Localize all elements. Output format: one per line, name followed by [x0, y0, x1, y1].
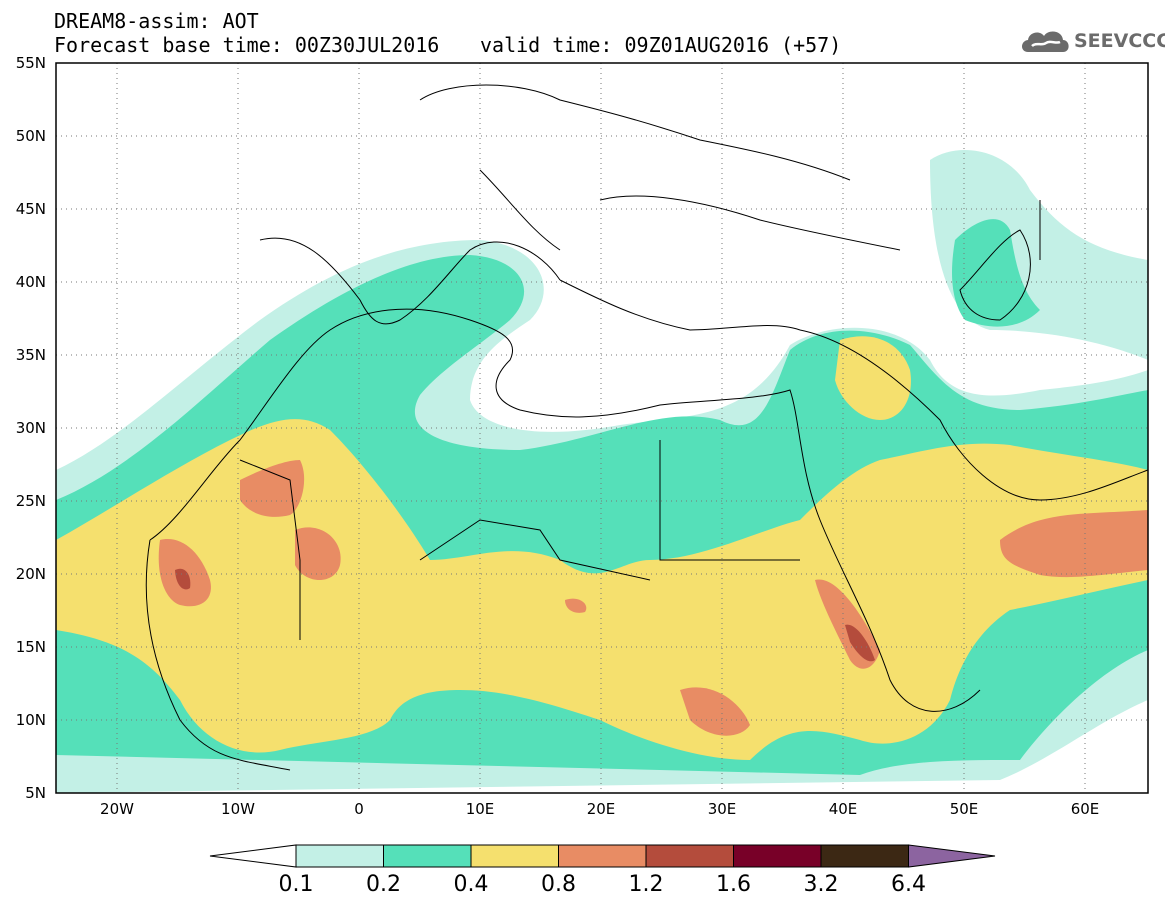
aot-contour-0.4 [56, 419, 1148, 760]
lon-label: 40E [828, 800, 858, 818]
lat-label: 45N [15, 200, 46, 218]
aot-contour-0.8-g [565, 598, 587, 613]
cloud-icon [1022, 31, 1069, 52]
lon-label: 20E [586, 800, 616, 818]
lon-label: 0 [354, 800, 364, 818]
colorbar-label: 0.8 [541, 872, 576, 897]
lat-label: 30N [15, 419, 46, 437]
colorbar-swatch [733, 844, 822, 868]
lat-label: 50N [15, 127, 46, 145]
colorbar-swatch [645, 844, 734, 868]
aot-contour-0.2-caspian [952, 219, 1040, 327]
colorbar-label: 0.1 [278, 872, 314, 897]
lat-label: 40N [15, 273, 46, 291]
colorbar-swatch [558, 844, 647, 868]
colorbar-low-arrow [209, 844, 297, 868]
title-model: DREAM8-assim: AOT [54, 9, 259, 33]
coastlines [145, 84, 1148, 771]
lat-label: 10N [15, 711, 46, 729]
colorbar [209, 844, 996, 868]
lon-label: 50E [949, 800, 979, 818]
aot-contour-0.8-c [295, 527, 341, 580]
colorbar-label: 1.6 [716, 872, 751, 897]
title-valid-time: valid time: 09Z01AUG2016 (+57) [480, 33, 842, 57]
colorbar-swatch [820, 844, 909, 868]
colorbar-high-arrow [908, 844, 996, 868]
lat-label: 55N [15, 54, 46, 72]
title-base-time: Forecast base time: 00Z30JUL2016 [54, 33, 440, 57]
colorbar-label: 0.4 [453, 872, 489, 897]
colorbar-label: 6.4 [891, 872, 926, 897]
lon-label: 10W [221, 800, 255, 818]
lon-label: 30E [707, 800, 737, 818]
colorbar-label: 1.2 [628, 872, 664, 897]
aot-contour-0.8-f [1000, 510, 1148, 578]
lat-label: 15N [15, 638, 46, 656]
lat-label: 20N [15, 565, 46, 583]
lat-label: 25N [15, 492, 46, 510]
colorbar-label: 3.2 [803, 872, 839, 897]
seevccc-logo: SEEVCCC [1018, 24, 1165, 58]
colorbar-swatch [383, 844, 472, 868]
aot-contour-0.8-d [680, 687, 750, 736]
gridlines [56, 63, 1148, 793]
lon-label: 60E [1070, 800, 1100, 818]
aot-contour-1.2-b [845, 624, 875, 662]
lon-label: 10E [465, 800, 495, 818]
lat-label: 35N [15, 346, 46, 364]
colorbar-swatch [295, 844, 384, 868]
logo-text: SEEVCCC [1074, 30, 1165, 52]
lat-label: 5N [25, 784, 46, 802]
aot-field [56, 150, 1148, 793]
lon-label: 20W [100, 800, 134, 818]
colorbar-swatch [470, 844, 559, 868]
aot-contour-0.8-b [240, 460, 305, 517]
colorbar-label: 0.2 [366, 872, 401, 897]
aot-contour-0.4-iraq [835, 336, 911, 420]
